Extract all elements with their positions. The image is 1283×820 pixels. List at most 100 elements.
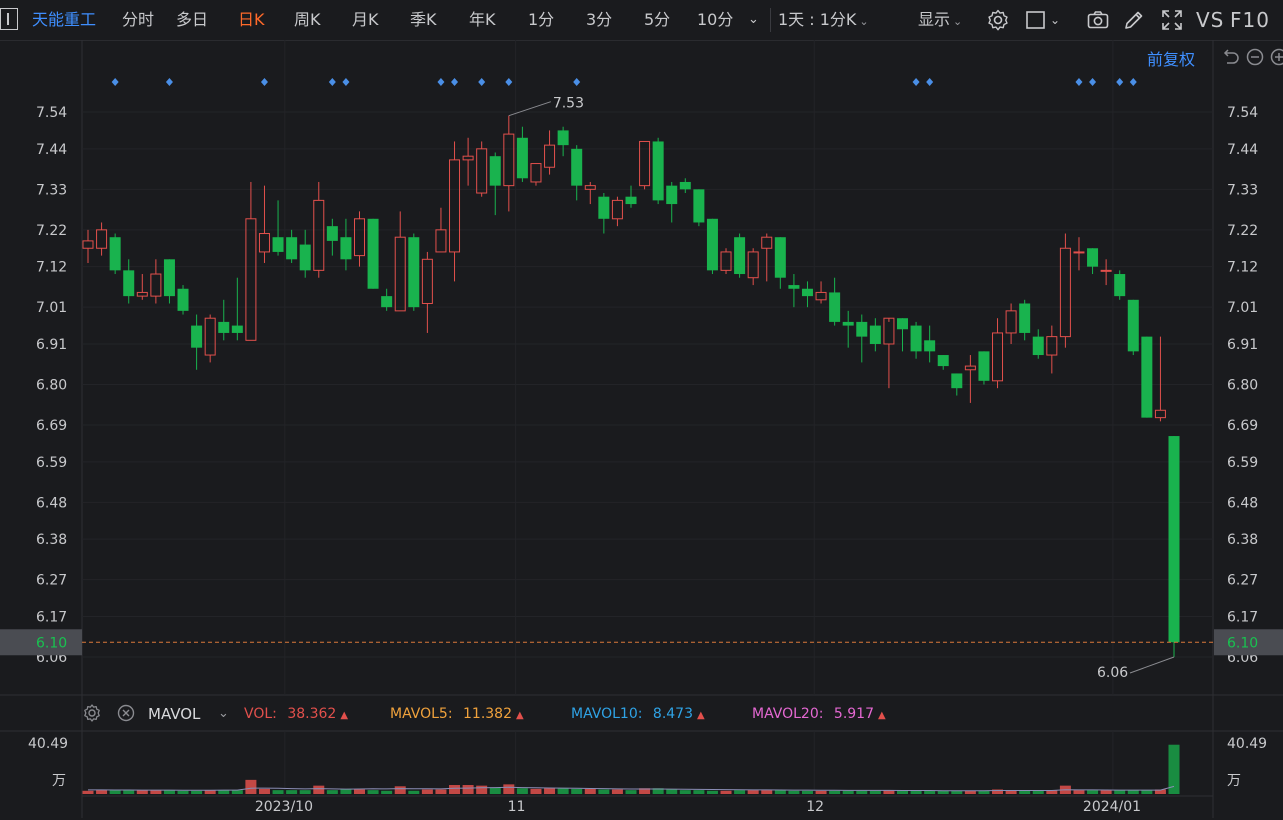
candle-body <box>177 288 189 311</box>
volume-bar <box>435 789 447 794</box>
volume-bar <box>489 787 501 794</box>
display-label: 显示 <box>918 10 951 29</box>
f10-button[interactable]: F10 <box>1230 8 1270 32</box>
layout-square-icon[interactable] <box>1024 8 1048 32</box>
candle-body <box>611 199 623 220</box>
candle <box>557 126 569 157</box>
volume-bar <box>639 788 651 794</box>
volume-bar <box>992 789 1004 794</box>
indicator-select[interactable]: MAVOL <box>148 700 200 728</box>
candle <box>992 318 1004 389</box>
candle-body <box>408 237 420 308</box>
close-indicator-icon[interactable] <box>116 703 136 733</box>
volume-bar <box>598 789 610 794</box>
pen-icon[interactable] <box>1122 8 1146 32</box>
candle-body <box>258 233 270 253</box>
tab-intraday[interactable]: 分时 <box>122 10 155 29</box>
zoom-in-icon[interactable] <box>1269 47 1283 67</box>
chevron-down-icon: ⌄ <box>859 15 869 28</box>
tab-3min[interactable]: 3分 <box>586 10 613 29</box>
candle-body <box>1032 336 1044 356</box>
display-menu[interactable]: 显示 ⌄ <box>918 0 962 40</box>
tab-monthly-k[interactable]: 月K <box>352 10 379 29</box>
y-tick-label: 7.33 <box>1227 182 1258 198</box>
y-tick-label: 7.12 <box>1227 260 1258 276</box>
y-tick-label: 7.44 <box>1227 142 1258 158</box>
max-price-label: 7.53 <box>553 96 584 112</box>
candle-body <box>829 292 841 322</box>
tab-yearly-k[interactable]: 年K <box>469 10 496 29</box>
candle-body <box>530 163 542 183</box>
candle-body <box>924 340 936 352</box>
candle <box>611 196 623 227</box>
candle <box>476 141 488 197</box>
volume-bar <box>720 790 732 794</box>
volume-bar <box>788 790 800 794</box>
indicator-chevron-icon[interactable]: ⌄ <box>218 706 229 721</box>
fullscreen-icon[interactable] <box>1160 8 1184 32</box>
volume-max-label-right: 40.49 <box>1227 736 1267 752</box>
y-tick-label: 7.44 <box>36 142 67 158</box>
more-periods-chevron-icon[interactable]: ⌄ <box>748 12 759 27</box>
last-price-badge-left <box>0 629 82 656</box>
y-tick-label: 7.33 <box>36 182 67 198</box>
candle-body <box>992 332 1004 382</box>
candle <box>1019 299 1031 341</box>
candle-body <box>557 130 569 146</box>
candle-body <box>435 229 447 253</box>
tab-weekly-k[interactable]: 周K <box>294 10 321 29</box>
tab-daily-k[interactable]: 日K <box>238 10 265 29</box>
volume-bar <box>1100 790 1112 794</box>
volume-bar <box>245 779 257 794</box>
volume-bar <box>1005 790 1017 794</box>
volume-bar <box>367 790 379 794</box>
volume-bar <box>449 785 461 794</box>
zoom-out-icon[interactable] <box>1245 47 1265 67</box>
indicator-settings-icon[interactable] <box>82 703 102 733</box>
vs-button[interactable]: VS <box>1196 8 1225 32</box>
volume-unit-label-left: 万 <box>52 773 66 789</box>
tab-10min[interactable]: 10分 <box>697 10 734 29</box>
stock-name[interactable]: 天能重工 <box>32 10 97 29</box>
price-adjust-toggle[interactable]: 前复权 <box>1147 50 1196 69</box>
vol-label: VOL: <box>244 706 277 722</box>
last-price-line: 6.10 6.10 <box>0 629 1283 656</box>
settings-icon[interactable] <box>986 8 1010 32</box>
candle-body <box>1046 336 1058 356</box>
candle-body <box>897 318 908 330</box>
candle <box>1087 248 1099 275</box>
layout-chevron-icon[interactable]: ⌄ <box>1050 13 1061 27</box>
vol-legend-item: VOL: 38.362 ▲ <box>244 700 348 730</box>
volume-bar <box>218 790 230 794</box>
tab-quarterly-k[interactable]: 季K <box>410 10 437 29</box>
event-marker <box>165 78 173 86</box>
sidebar-toggle-icon[interactable] <box>0 8 18 30</box>
volume-bar <box>394 786 406 794</box>
candle-body <box>476 148 488 194</box>
volume-bar <box>652 788 664 794</box>
y-tick-label: 6.48 <box>1227 495 1258 511</box>
undo-icon[interactable] <box>1221 47 1241 67</box>
candle-body <box>869 325 881 344</box>
volume-bar <box>326 790 338 794</box>
event-marker <box>478 78 486 86</box>
tab-multi-day[interactable]: 多日 <box>176 10 209 29</box>
candle <box>530 163 542 186</box>
volume-bar <box>258 788 270 794</box>
tab-1min[interactable]: 1分 <box>528 10 555 29</box>
event-marker <box>328 78 336 86</box>
up-arrow-icon: ▲ <box>340 710 349 721</box>
volume-bar <box>571 788 583 794</box>
y-tick-label: 6.59 <box>36 455 67 471</box>
period-pair-select[interactable]: 1天 : 1分K ⌄ <box>778 0 869 40</box>
candle <box>177 285 189 315</box>
tab-5min[interactable]: 5分 <box>644 10 671 29</box>
candle-body <box>462 155 474 161</box>
camera-icon[interactable] <box>1086 8 1110 32</box>
volume-bar <box>313 785 325 794</box>
y-tick-label: 6.27 <box>36 573 67 589</box>
event-marker <box>1075 78 1083 86</box>
candle-body <box>313 199 325 271</box>
candle-body <box>978 351 990 381</box>
